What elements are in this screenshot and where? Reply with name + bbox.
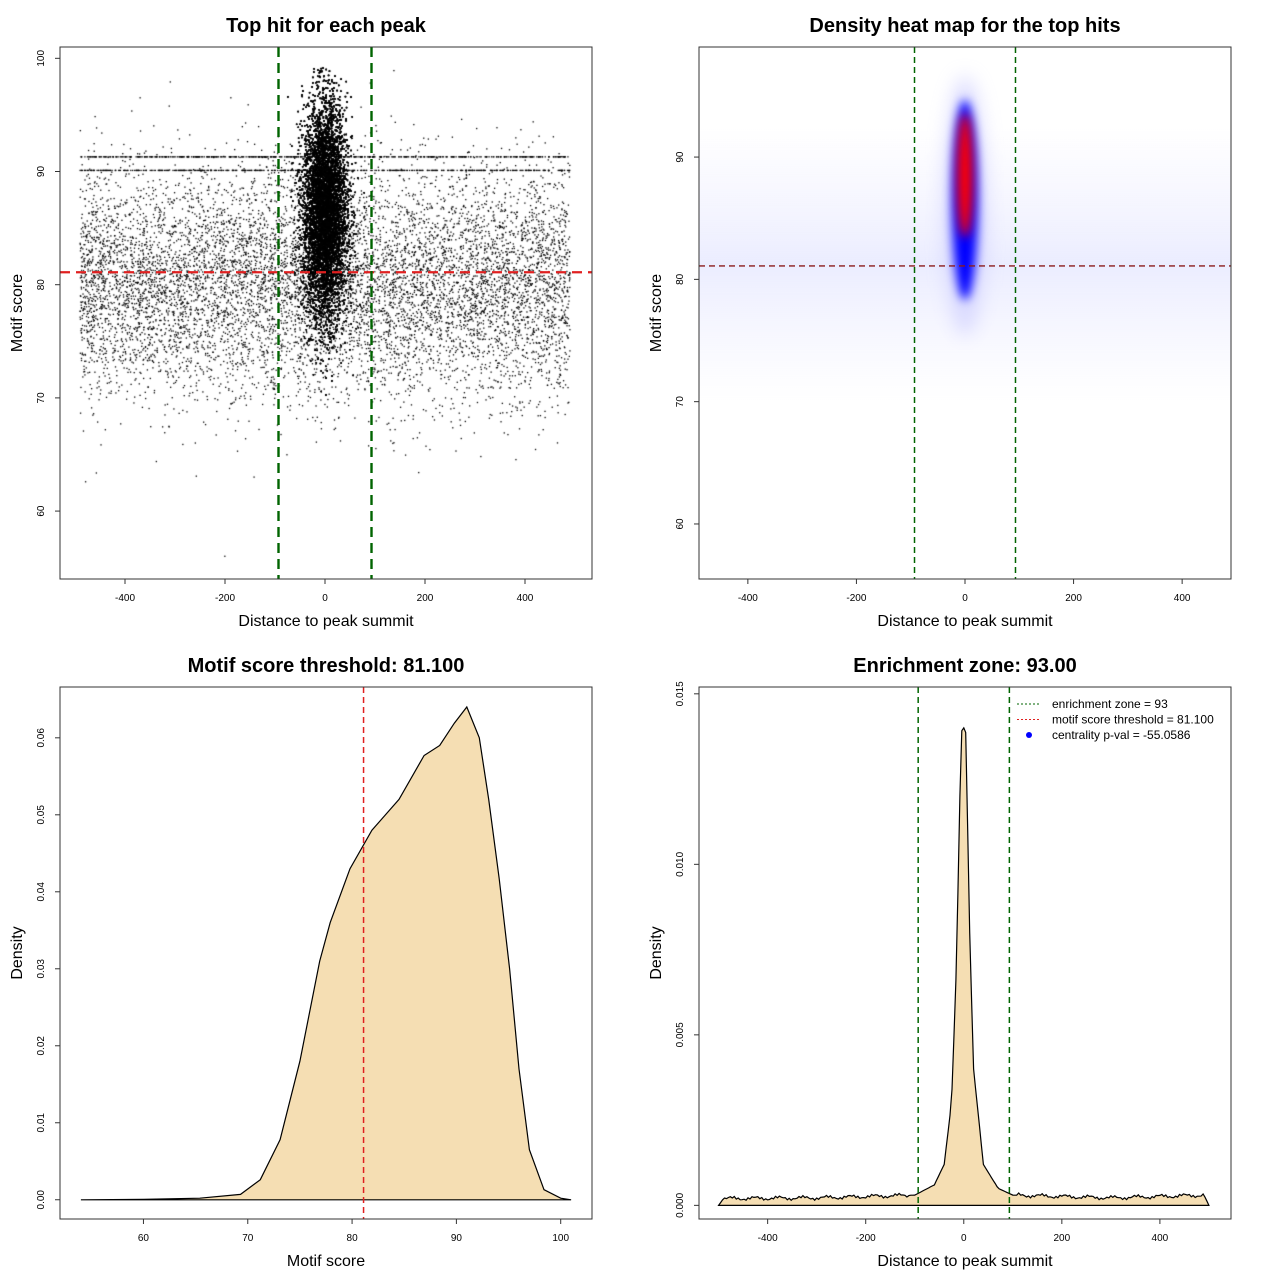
y-axis-label: Density [9, 926, 26, 979]
x-tick-label: 70 [242, 1233, 254, 1244]
y-tick-label: 0.01 [36, 1113, 47, 1133]
x-axis-label: Distance to peak summit [238, 613, 414, 630]
panel-4: Enrichment zone: 93.00 Distance to peak s… [648, 655, 1232, 1270]
x-tick-label: -200 [215, 593, 235, 604]
x-tick-label: 0 [322, 593, 328, 604]
y-tick-label: 60 [675, 518, 686, 530]
y-tick-label: 0.06 [36, 728, 47, 748]
y-tick-label: 0.015 [675, 681, 686, 706]
y-tick-label: 0.00 [36, 1190, 47, 1210]
y-tick-label: 0.03 [36, 959, 47, 979]
x-tick-label: 400 [1174, 593, 1191, 604]
legend-entry: motif score threshold = 81.100 [1052, 713, 1214, 727]
x-tick-label: 400 [1152, 1233, 1169, 1244]
plot-frame [59, 46, 593, 580]
chart-title: Motif score threshold: 81.100 [188, 655, 465, 677]
x-tick-label: -200 [856, 1233, 876, 1244]
y-axis-label: Density [648, 926, 665, 979]
legend-entry: enrichment zone = 93 [1052, 697, 1168, 711]
y-tick-label: 70 [36, 392, 47, 404]
y-axis-label: Motif score [9, 274, 26, 352]
x-axis-label: Motif score [287, 1253, 365, 1270]
x-tick-label: -400 [115, 593, 135, 604]
y-tick-label: 60 [36, 505, 47, 517]
x-tick-label: 90 [451, 1233, 463, 1244]
legend-point-icon [1026, 732, 1032, 738]
density-curve [717, 726, 1210, 1206]
plot-frame [698, 686, 1232, 1220]
y-tick-label: 90 [36, 166, 47, 178]
x-tick-label: 0 [961, 1233, 967, 1244]
legend: enrichment zone = 93 motif score threshol… [1017, 697, 1214, 742]
y-tick-label: 90 [675, 151, 686, 163]
x-tick-label: -400 [758, 1233, 778, 1244]
y-tick-label: 0.04 [36, 882, 47, 902]
x-axis-label: Distance to peak summit [877, 613, 1053, 630]
chart-title: Top hit for each peak [226, 15, 427, 37]
x-tick-label: 400 [517, 593, 534, 604]
panel-2: Density heat map for the top hits Distanc… [648, 15, 1232, 630]
x-tick-label: -400 [738, 593, 758, 604]
x-axis-label: Distance to peak summit [877, 1253, 1053, 1270]
y-tick-label: 0.000 [675, 1192, 686, 1217]
y-tick-label: 80 [675, 273, 686, 285]
y-tick-label: 0.005 [675, 1022, 686, 1047]
chart-title: Enrichment zone: 93.00 [853, 655, 1076, 677]
x-tick-label: 0 [962, 593, 968, 604]
heatmap-density [699, 75, 1231, 402]
y-tick-label: 70 [675, 396, 686, 408]
plot-frame [59, 686, 593, 1220]
y-tick-label: 0.05 [36, 805, 47, 825]
y-tick-label: 100 [36, 50, 47, 67]
x-tick-label: 100 [552, 1233, 569, 1244]
x-tick-label: 80 [347, 1233, 359, 1244]
x-tick-label: -200 [846, 593, 866, 604]
density-curve [80, 705, 572, 1201]
y-tick-label: 0.010 [675, 851, 686, 876]
y-axis-label: Motif score [648, 274, 665, 352]
x-tick-label: 60 [138, 1233, 150, 1244]
x-tick-label: 200 [417, 593, 434, 604]
heatmap-red-core [957, 113, 973, 238]
panel-3: Motif score threshold: 81.100 Motif score… [9, 655, 593, 1270]
scatter-points [60, 47, 592, 579]
legend-entry: centrality p-val = -55.0586 [1052, 728, 1191, 742]
x-tick-label: 200 [1053, 1233, 1070, 1244]
chart-title: Density heat map for the top hits [809, 15, 1120, 37]
y-tick-label: 80 [36, 279, 47, 291]
panel-1: Top hit for each peak Distance to peak su… [9, 15, 593, 630]
y-tick-label: 0.02 [36, 1036, 47, 1056]
x-tick-label: 200 [1065, 593, 1082, 604]
